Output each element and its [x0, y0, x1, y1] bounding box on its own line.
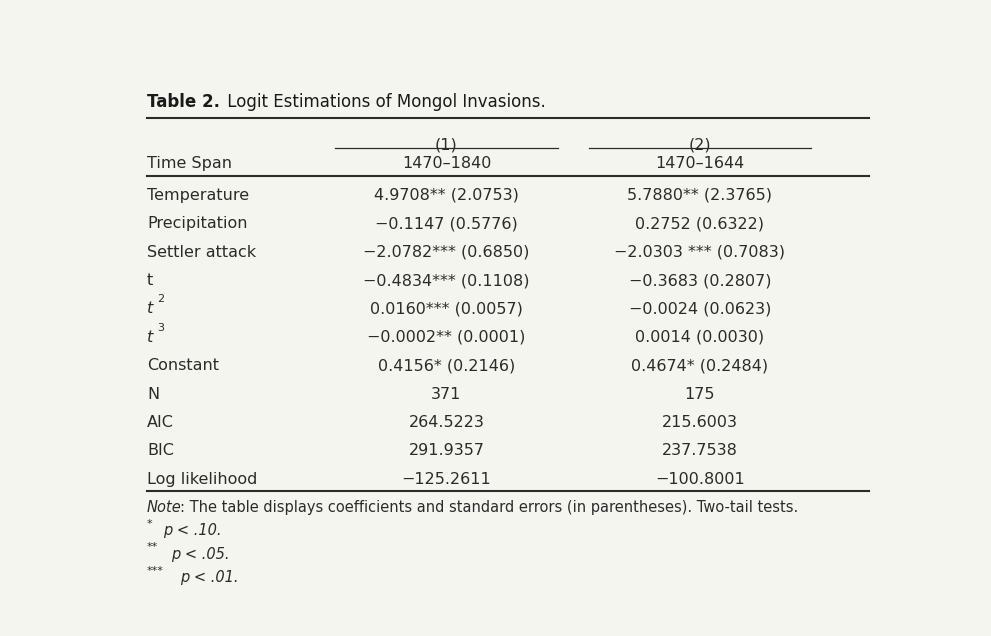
- Text: 291.9357: 291.9357: [408, 443, 485, 459]
- Text: −2.0303 *** (0.7083): −2.0303 *** (0.7083): [614, 245, 786, 259]
- Text: −0.3683 (0.2807): −0.3683 (0.2807): [628, 273, 771, 288]
- Text: 5.7880** (2.3765): 5.7880** (2.3765): [627, 188, 772, 203]
- Text: Temperature: Temperature: [147, 188, 249, 203]
- Text: −0.0024 (0.0623): −0.0024 (0.0623): [628, 301, 771, 317]
- Text: 237.7538: 237.7538: [662, 443, 738, 459]
- Text: Table 2.: Table 2.: [147, 93, 220, 111]
- Text: Settler attack: Settler attack: [147, 245, 256, 259]
- Text: t: t: [147, 330, 154, 345]
- Text: 0.4156* (0.2146): 0.4156* (0.2146): [378, 358, 515, 373]
- Text: *: *: [147, 518, 153, 529]
- Text: p < .01.: p < .01.: [180, 570, 239, 586]
- Text: 2: 2: [157, 294, 165, 304]
- Text: : The table displays coefficients and standard errors (in parentheses). Two-tail: : The table displays coefficients and st…: [180, 500, 798, 515]
- Text: ***: ***: [147, 565, 164, 576]
- Text: 0.2752 (0.6322): 0.2752 (0.6322): [635, 216, 764, 232]
- Text: 4.9708** (2.0753): 4.9708** (2.0753): [374, 188, 519, 203]
- Text: p < .05.: p < .05.: [171, 547, 230, 562]
- Text: 0.4674* (0.2484): 0.4674* (0.2484): [631, 358, 768, 373]
- Text: t: t: [147, 273, 154, 288]
- Text: −125.2611: −125.2611: [401, 472, 492, 487]
- Text: Logit Estimations of Mongol Invasions.: Logit Estimations of Mongol Invasions.: [222, 93, 546, 111]
- Text: 215.6003: 215.6003: [662, 415, 738, 430]
- Text: Precipitation: Precipitation: [147, 216, 248, 232]
- Text: Note: Note: [147, 500, 181, 515]
- Text: −2.0782*** (0.6850): −2.0782*** (0.6850): [364, 245, 529, 259]
- Text: 264.5223: 264.5223: [408, 415, 485, 430]
- Text: −100.8001: −100.8001: [655, 472, 745, 487]
- Text: t: t: [147, 301, 154, 317]
- Text: 371: 371: [431, 387, 462, 402]
- Text: (2): (2): [689, 137, 712, 153]
- Text: 3: 3: [157, 322, 164, 333]
- Text: **: **: [147, 542, 159, 552]
- Text: −0.4834*** (0.1108): −0.4834*** (0.1108): [363, 273, 530, 288]
- Text: Constant: Constant: [147, 358, 219, 373]
- Text: 0.0014 (0.0030): 0.0014 (0.0030): [635, 330, 764, 345]
- Text: AIC: AIC: [147, 415, 173, 430]
- Text: 1470–1644: 1470–1644: [655, 155, 744, 170]
- Text: 0.0160*** (0.0057): 0.0160*** (0.0057): [370, 301, 523, 317]
- Text: p < .10.: p < .10.: [164, 523, 222, 539]
- Text: Time Span: Time Span: [147, 155, 232, 170]
- Text: −0.0002** (0.0001): −0.0002** (0.0001): [368, 330, 525, 345]
- Text: 1470–1840: 1470–1840: [401, 155, 492, 170]
- Text: N: N: [147, 387, 159, 402]
- Text: −0.1147 (0.5776): −0.1147 (0.5776): [375, 216, 518, 232]
- Text: (1): (1): [435, 137, 458, 153]
- Text: BIC: BIC: [147, 443, 173, 459]
- Text: 175: 175: [685, 387, 716, 402]
- Text: Log likelihood: Log likelihood: [147, 472, 258, 487]
